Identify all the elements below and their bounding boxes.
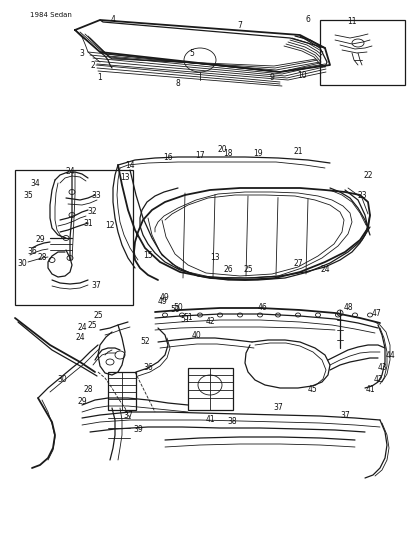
Bar (15, 170, 133, 305)
Text: 44: 44 (385, 351, 395, 359)
Text: 46: 46 (257, 303, 267, 312)
Text: 33: 33 (91, 191, 101, 200)
Text: 17: 17 (195, 150, 205, 159)
Text: 14: 14 (125, 160, 135, 169)
Text: 50: 50 (170, 305, 180, 314)
Text: 15: 15 (143, 251, 153, 260)
Text: 24: 24 (65, 167, 75, 176)
Text: 24: 24 (75, 334, 85, 343)
Text: 31: 31 (83, 220, 93, 229)
Text: 34: 34 (30, 179, 40, 188)
Text: 19: 19 (253, 149, 263, 157)
Text: 45: 45 (307, 385, 317, 394)
Text: 39: 39 (133, 425, 143, 434)
Text: 20: 20 (217, 146, 227, 155)
Text: 37: 37 (340, 410, 350, 419)
Text: 11: 11 (347, 18, 357, 27)
Text: 23: 23 (357, 190, 367, 199)
Text: 8: 8 (175, 78, 180, 87)
Text: 40: 40 (191, 330, 201, 340)
Text: 25: 25 (243, 265, 253, 274)
Bar (320, 20, 405, 85)
Text: 37: 37 (273, 403, 283, 413)
Text: 1: 1 (98, 72, 102, 82)
Text: 24: 24 (77, 324, 87, 333)
Text: 13: 13 (120, 174, 130, 182)
Text: 22: 22 (363, 171, 373, 180)
Text: 48: 48 (343, 303, 353, 312)
Text: 3: 3 (80, 49, 84, 58)
Text: 35: 35 (23, 191, 33, 200)
Text: 41: 41 (365, 385, 375, 394)
Text: 2: 2 (91, 61, 95, 69)
Text: 1984 Sedan: 1984 Sedan (30, 12, 72, 18)
Text: 13: 13 (210, 254, 220, 262)
Text: 52: 52 (140, 337, 150, 346)
Text: 37: 37 (91, 280, 101, 289)
Text: 7: 7 (237, 20, 242, 29)
Text: 29: 29 (35, 236, 45, 245)
Text: 41: 41 (205, 416, 215, 424)
Text: 12: 12 (105, 221, 115, 230)
Text: 10: 10 (297, 70, 307, 79)
Text: 26: 26 (223, 265, 233, 274)
Text: 51: 51 (180, 316, 190, 325)
Text: 21: 21 (293, 148, 303, 157)
Text: 28: 28 (37, 254, 47, 262)
Bar (188, 368, 233, 410)
Text: 51: 51 (183, 313, 193, 322)
Text: 24: 24 (320, 265, 330, 274)
Text: 27: 27 (293, 259, 303, 268)
Text: 29: 29 (77, 398, 87, 407)
Bar (108, 372, 136, 410)
Text: 28: 28 (83, 385, 93, 394)
Text: 42: 42 (373, 376, 383, 384)
Text: 5: 5 (190, 49, 195, 58)
Text: 47: 47 (371, 309, 381, 318)
Text: 42: 42 (205, 318, 215, 327)
Text: 37: 37 (123, 410, 133, 419)
Text: 25: 25 (87, 320, 97, 329)
Text: 49: 49 (157, 297, 167, 306)
Text: 36: 36 (27, 247, 37, 256)
Text: 30: 30 (57, 376, 67, 384)
Text: 30: 30 (17, 260, 27, 269)
Text: 50: 50 (173, 303, 183, 312)
Text: 9: 9 (270, 74, 275, 83)
Text: 36: 36 (143, 364, 153, 373)
Text: 38: 38 (227, 417, 237, 426)
Text: 6: 6 (306, 15, 310, 25)
Text: 49: 49 (160, 294, 170, 303)
Text: 25: 25 (93, 311, 103, 319)
Text: 18: 18 (223, 149, 233, 157)
Text: 16: 16 (163, 152, 173, 161)
Text: 32: 32 (87, 207, 97, 216)
Text: 4: 4 (111, 15, 115, 25)
Text: 43: 43 (377, 364, 387, 373)
